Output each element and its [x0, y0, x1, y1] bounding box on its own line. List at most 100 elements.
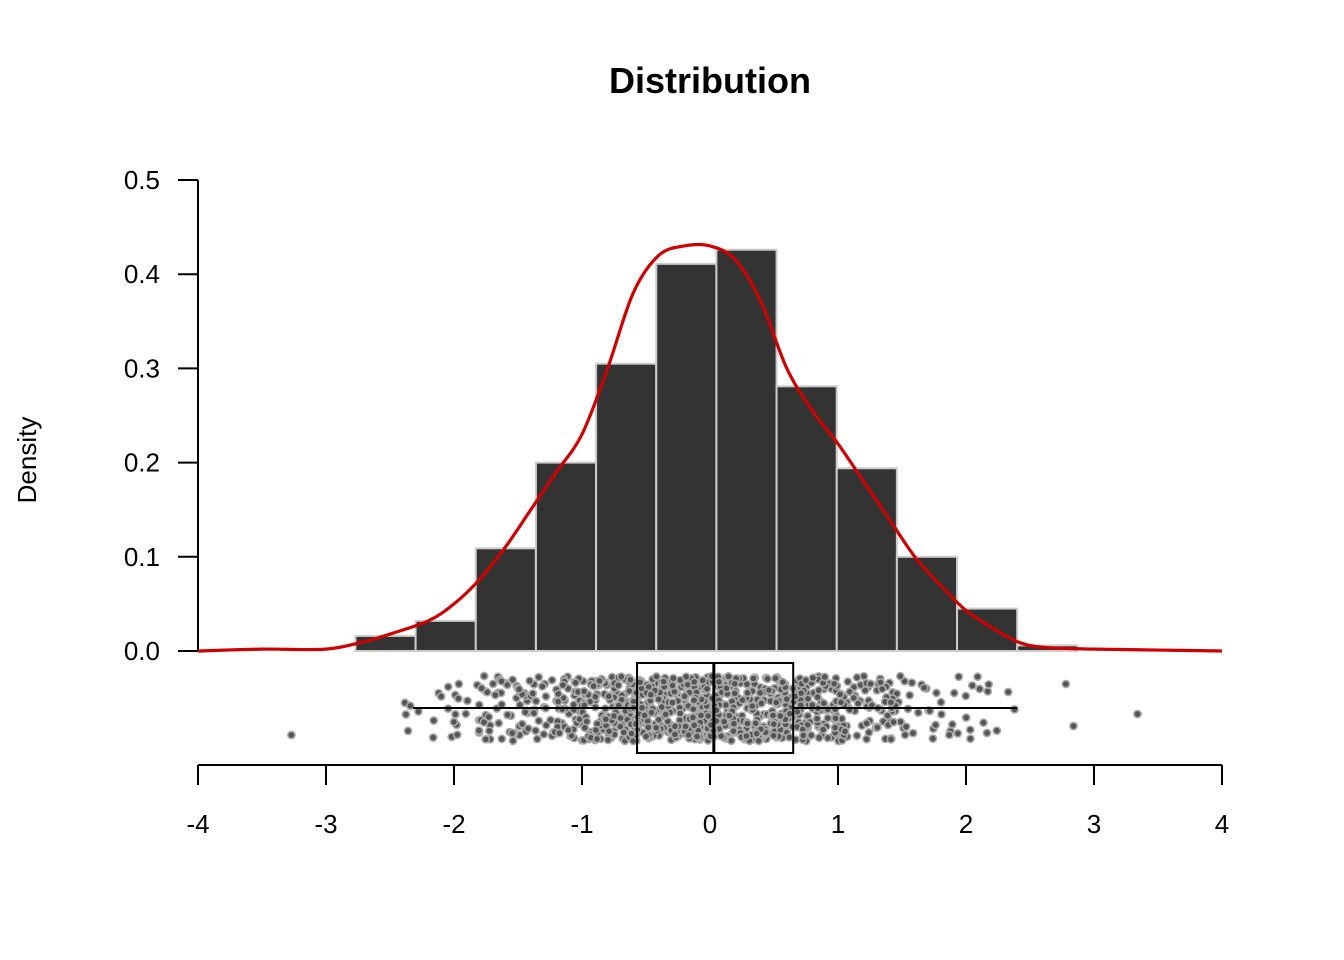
y-tick-label: 0.4 [124, 259, 160, 289]
jitter-point [852, 731, 862, 741]
jitter-point [479, 671, 489, 681]
jitter-point [820, 672, 830, 682]
jitter-point [413, 707, 423, 716]
jitter-point [557, 704, 567, 714]
jitter-point [928, 734, 938, 743]
jitter-point [529, 708, 539, 718]
jitter-point [696, 710, 706, 720]
jitter-point [541, 692, 551, 701]
jitter-point [896, 717, 906, 727]
histogram-bar [775, 385, 838, 652]
jitter-point [931, 720, 940, 730]
jitter-point [947, 720, 957, 729]
x-tick-label: 2 [959, 809, 973, 839]
jitter-point [866, 679, 875, 689]
jitter-point [836, 697, 846, 707]
x-axis: -4 -3 -2 -1 0 1 2 3 4 [186, 764, 1229, 839]
jitter-point [589, 681, 599, 691]
y-tick-label: 0.3 [124, 353, 160, 383]
x-tick-label: -4 [186, 809, 209, 839]
jitter-point [954, 672, 964, 682]
jitter-point [453, 694, 463, 703]
jitter-point [624, 686, 634, 696]
jitter-point [517, 719, 527, 729]
jitter-point [808, 673, 818, 683]
jitter-point [681, 672, 691, 682]
jitter-point [405, 701, 415, 711]
outlier-point [287, 730, 296, 740]
jitter-point [967, 681, 977, 690]
jitter-point [451, 709, 460, 719]
x-tick-label: 4 [1215, 809, 1229, 839]
jitter-point [429, 716, 439, 725]
jitter-point [782, 694, 792, 704]
jitter-point [428, 733, 438, 742]
jitter-point [692, 732, 702, 741]
jitter-point [461, 709, 471, 719]
jitter-point [801, 675, 811, 685]
jitter-point [627, 729, 636, 738]
jitter-point [975, 684, 985, 694]
jitter-point [763, 674, 772, 684]
jitter-point [443, 682, 453, 692]
jitter-point [643, 723, 653, 732]
jitter-point [741, 731, 751, 741]
jitter-point [726, 736, 736, 746]
jitter-point [494, 718, 504, 728]
jitter-point [613, 681, 623, 690]
histogram-bar [835, 467, 898, 653]
jitter-point [637, 703, 647, 713]
histogram-bar [534, 461, 598, 652]
jitter-point [463, 696, 472, 706]
jitter-point [681, 722, 690, 731]
jitter-point [689, 695, 699, 705]
jitter-point [702, 684, 712, 694]
jitter-point [580, 723, 590, 733]
jitter-point [436, 692, 446, 701]
y-tick-label: 0.1 [124, 542, 160, 572]
jitter-point [514, 684, 524, 694]
jitter-point [537, 681, 547, 691]
jitter-point [531, 726, 540, 735]
histogram-bars [354, 248, 1079, 653]
jitter-point [792, 707, 802, 717]
jitter-point [823, 705, 833, 714]
jitter-point [747, 701, 757, 711]
jitter-point [771, 673, 780, 683]
jitter-point [484, 726, 494, 736]
jitter-point [895, 671, 905, 681]
histogram-bar [715, 248, 778, 652]
jitter-point [616, 713, 625, 723]
density-curve [197, 242, 1223, 653]
jitter-point [979, 718, 988, 728]
jitter-point [813, 692, 822, 702]
jitter-point [835, 689, 845, 699]
jitter-point [603, 735, 613, 745]
jitter-point [484, 712, 494, 722]
jitter-point [803, 694, 813, 704]
jitter-point [722, 683, 731, 693]
jitter-point [647, 708, 656, 717]
jitter-point [936, 697, 946, 707]
jitter-point [754, 736, 764, 746]
jitter-point [507, 728, 517, 738]
jitter-point [631, 719, 641, 729]
jitter-point [965, 725, 975, 735]
jitter-point [590, 692, 600, 702]
jitter-point [646, 690, 656, 700]
jitter-point [812, 714, 822, 724]
histogram-bar [655, 262, 718, 652]
jitter-point [730, 688, 740, 698]
jitter-point [778, 677, 788, 687]
y-tick-label: 0.0 [124, 636, 160, 666]
jitter-point [796, 688, 806, 698]
outlier-point [1061, 679, 1071, 689]
histogram-bar [474, 547, 537, 653]
jitter-point [900, 730, 910, 740]
jitter-point [784, 732, 794, 742]
jitter-points [287, 671, 1142, 746]
jitter-point [528, 689, 538, 698]
histogram-bar [354, 634, 417, 652]
jitter-point [814, 685, 824, 695]
